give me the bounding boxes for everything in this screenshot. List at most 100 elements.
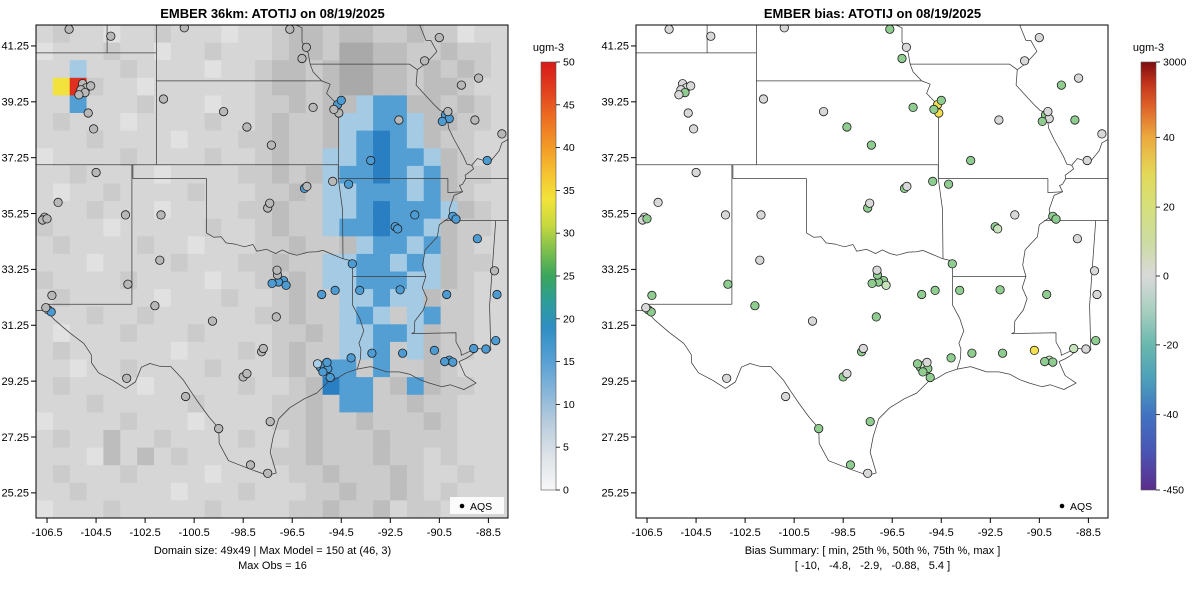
x-tick-label: -106.5 (31, 527, 62, 539)
station-point (219, 107, 229, 117)
station-point (943, 179, 954, 189)
station-point (647, 290, 657, 300)
station-point (1073, 73, 1084, 83)
station-point (901, 42, 911, 52)
colorbar-tick-label: 20 (1163, 202, 1175, 214)
x-tick-label: -100.5 (179, 527, 210, 539)
x-tick-label: -96.5 (280, 527, 305, 539)
station-point (397, 348, 408, 358)
station-point (814, 423, 824, 434)
state-boundary (1011, 332, 1062, 356)
station-point (437, 116, 447, 127)
y-axis: 25.25 27.25 29.25 31.25 33.25 35.25 37.25 39.25… (1, 41, 36, 500)
x-tick-label: -98.5 (231, 527, 256, 539)
left-captions: Domain size: 49x49 | Max Model = 150 at … (16, 544, 529, 574)
y-tick-label: 27.25 (1, 432, 29, 444)
station-point (706, 31, 716, 41)
station-point (842, 122, 852, 132)
state-boundary (895, 25, 911, 65)
station-point (442, 289, 452, 300)
y-tick-label: 37.25 (601, 152, 629, 164)
colorbar-tick-label: -40 (1163, 409, 1178, 421)
right-captions: Bias Summary: [ min, 25th %, 50th %, 75t… (616, 544, 1129, 574)
station-point (1010, 210, 1020, 220)
station-point (993, 224, 1003, 234)
station-point (1070, 115, 1080, 125)
model-grid (36, 25, 508, 518)
station-point (91, 167, 101, 178)
y-tick-label: 37.25 (1, 152, 29, 164)
station-point (347, 259, 357, 269)
station-point (664, 25, 674, 34)
station-point (1072, 234, 1082, 244)
station-point (918, 367, 928, 377)
station-point (355, 285, 365, 295)
y-tick-label: 25.25 (601, 488, 629, 500)
state-boundary (411, 332, 462, 356)
station-point (845, 460, 856, 470)
aqs-dot-icon (1059, 503, 1065, 509)
x-tick-label: -98.5 (831, 527, 856, 539)
left-caption-line1: Domain size: 49x49 | Max Model = 150 at … (153, 545, 392, 557)
aqs-legend-label: AQS (470, 501, 492, 513)
station-point (481, 344, 491, 354)
y-tick-label: 31.25 (601, 320, 629, 332)
right-caption-line1: Bias Summary: [ min, 25th %, 50th %, 75t… (744, 545, 1001, 557)
station-point (443, 107, 453, 117)
station-point (106, 31, 116, 41)
colorbar-gradient (1140, 61, 1157, 491)
station-point (865, 198, 875, 208)
y-tick-label: 33.25 (601, 264, 629, 276)
station-point (674, 90, 684, 100)
station-point (346, 353, 356, 363)
state-boundaries (636, 25, 1108, 476)
x-axis: -106.5 -104.5 -102.5 -100.5 -98.5 -96.5 -94.5 -… (631, 518, 1101, 539)
station-point (456, 80, 466, 90)
station-point (266, 140, 276, 150)
state-boundary (352, 276, 365, 370)
station-point (482, 155, 492, 166)
station-point (367, 348, 377, 358)
x-tick-label: -100.5 (779, 527, 810, 539)
station-point (41, 303, 51, 313)
station-point (902, 181, 912, 191)
station-point (330, 285, 340, 295)
station-point (285, 25, 295, 34)
colorbar-tick-label: -20 (1163, 339, 1178, 351)
panel-right: EMBER bias: ATOTIJ on 08/19/2025 AQS -106… (600, 0, 1200, 600)
station-point (641, 303, 651, 313)
station-point (410, 210, 420, 220)
station-point (1040, 356, 1050, 367)
station-point (858, 343, 868, 354)
y-tick-label: 31.25 (1, 320, 29, 332)
colorbar-tick-label: 45 (563, 99, 575, 111)
map-area: AQS (636, 25, 1108, 518)
station-point (53, 197, 63, 207)
y-tick-label: 41.25 (601, 41, 629, 53)
right-panel-title: EMBER bias: ATOTIJ on 08/19/2025 (763, 6, 982, 21)
station-point (429, 345, 439, 355)
station-point (871, 312, 881, 322)
colorbar-tick-label: 3000 (1163, 57, 1187, 69)
station-point (271, 312, 281, 322)
station-point (688, 124, 699, 134)
station-point (756, 210, 766, 220)
station-point (64, 25, 74, 34)
station-point (448, 357, 458, 367)
station-point (908, 102, 918, 113)
station-point (366, 155, 376, 166)
station-point (434, 33, 444, 43)
station-point (819, 107, 829, 117)
left-caption-line2: Max Obs = 16 (238, 560, 307, 572)
colorbar-unit-label: ugm-3 (1133, 42, 1164, 54)
station-point (281, 280, 291, 290)
station-point (440, 356, 450, 367)
plot-border (635, 24, 1109, 519)
station-point (723, 279, 733, 289)
station-point (329, 104, 339, 115)
state-boundary (910, 63, 1018, 71)
state-boundary (952, 276, 965, 370)
colorbar: 0 5 10 15 20 25 30 35 40 45 50 ugm-3 (533, 42, 575, 497)
station-point (995, 285, 1005, 295)
station-point (1048, 357, 1058, 367)
